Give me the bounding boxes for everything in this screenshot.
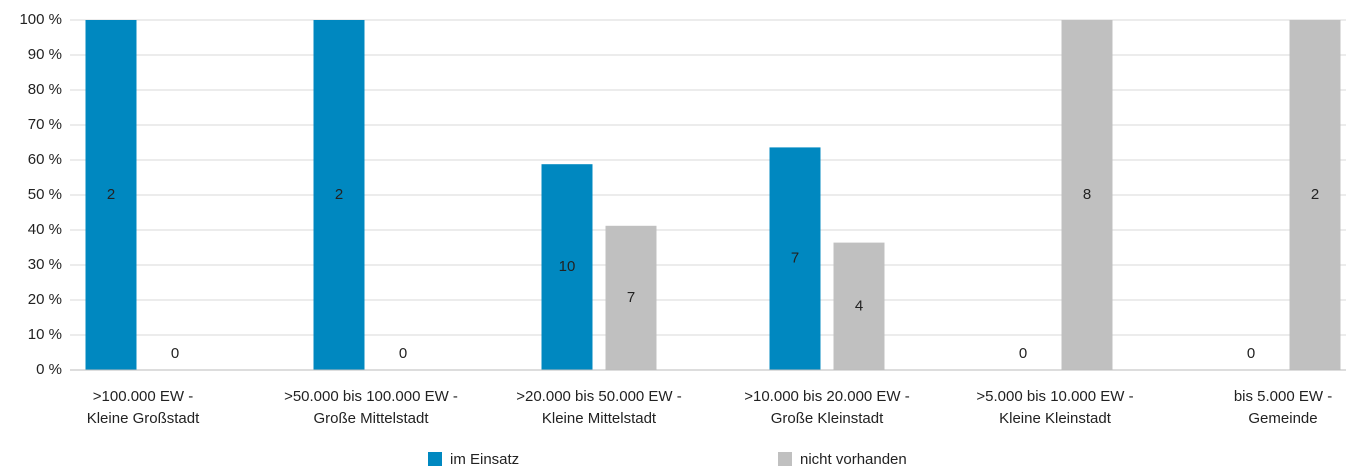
bar: [541, 164, 593, 370]
data-label: 0: [399, 345, 407, 362]
legend-label: im Einsatz: [450, 451, 519, 468]
y-tick-label: 40 %: [28, 221, 62, 238]
x-tick-label: bis 5.000 EW -: [1234, 388, 1332, 405]
data-label: 8: [1083, 186, 1091, 203]
y-tick-label: 0 %: [36, 361, 62, 378]
bar: [1061, 20, 1113, 370]
bar: [769, 147, 821, 370]
y-tick-label: 50 %: [28, 186, 62, 203]
x-tick-label: >100.000 EW -: [93, 388, 193, 405]
x-tick-label: >5.000 bis 10.000 EW -: [976, 388, 1133, 405]
data-label: 0: [171, 345, 179, 362]
legend-swatch: [778, 452, 792, 466]
y-tick-label: 20 %: [28, 291, 62, 308]
x-tick-label: Große Kleinstadt: [771, 410, 884, 427]
y-tick-label: 80 %: [28, 81, 62, 98]
data-label: 7: [627, 289, 635, 306]
data-label: 4: [855, 297, 863, 314]
x-tick-label: >10.000 bis 20.000 EW -: [744, 388, 910, 405]
y-tick-label: 100 %: [19, 11, 62, 28]
x-tick-label: >50.000 bis 100.000 EW -: [284, 388, 458, 405]
bar: [313, 20, 365, 370]
y-tick-label: 90 %: [28, 46, 62, 63]
data-label: 2: [335, 186, 343, 203]
data-label: 7: [791, 250, 799, 267]
bar: [1289, 20, 1341, 370]
bar: [605, 225, 657, 370]
y-tick-label: 70 %: [28, 116, 62, 133]
y-tick-label: 30 %: [28, 256, 62, 273]
data-label: 2: [107, 186, 115, 203]
data-label: 10: [559, 258, 576, 275]
legend-swatch: [428, 452, 442, 466]
x-tick-label: Kleine Mittelstadt: [542, 410, 657, 427]
bar: [833, 242, 885, 370]
data-label: 0: [1019, 345, 1027, 362]
data-label: 0: [1247, 345, 1255, 362]
x-tick-label: Gemeinde: [1248, 410, 1317, 427]
x-tick-label: >20.000 bis 50.000 EW -: [516, 388, 682, 405]
y-tick-label: 60 %: [28, 151, 62, 168]
legend-label: nicht vorhanden: [800, 451, 907, 468]
x-tick-label: Große Mittelstadt: [313, 410, 429, 427]
x-tick-label: Kleine Großstadt: [87, 410, 200, 427]
data-label: 2: [1311, 186, 1319, 203]
bar: [85, 20, 137, 370]
x-tick-label: Kleine Kleinstadt: [999, 410, 1112, 427]
y-tick-label: 10 %: [28, 326, 62, 343]
